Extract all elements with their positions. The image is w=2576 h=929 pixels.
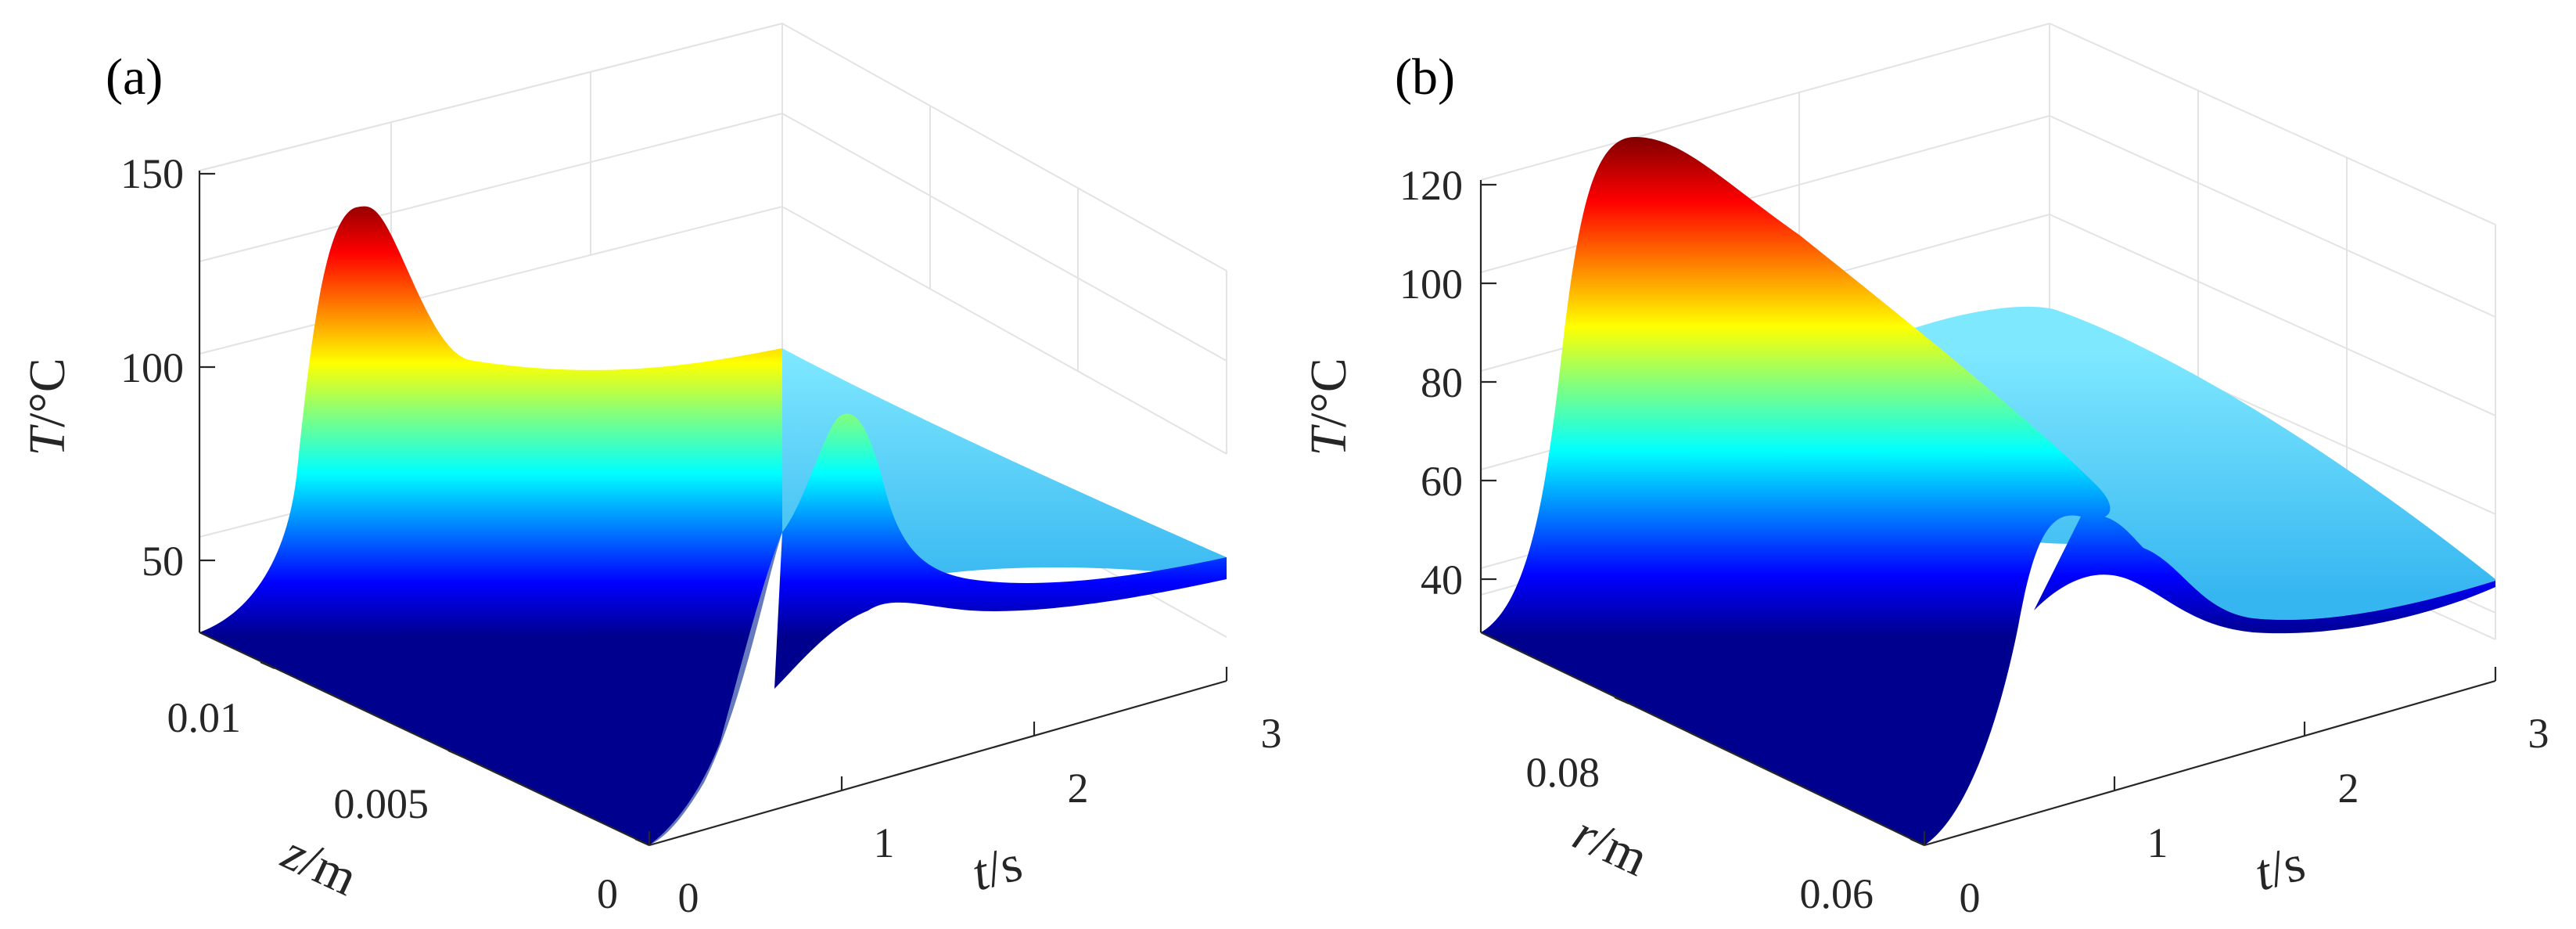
panel-b-surface-tail (2034, 515, 2495, 634)
panel-a-zlabel-unit: /°C (19, 358, 76, 427)
panel-a: (a) 150 100 50 0 1 2 3 0 0.005 0.01 T/°C… (19, 23, 1282, 921)
panel-a-ztick-100: 100 (120, 344, 184, 391)
panel-a-surface-side-ridge (774, 413, 1227, 689)
panel-a-ttick-1: 1 (874, 819, 895, 866)
panel-b-ztick-100: 100 (1399, 261, 1463, 308)
panel-a-labels: (a) 150 100 50 0 1 2 3 0 0.005 0.01 T/°C… (19, 49, 1282, 921)
panel-a-xtick-001: 0.01 (167, 694, 242, 741)
panel-b-axes (1479, 180, 2497, 847)
panel-a-surface-front-ridge (199, 206, 782, 845)
panel-b-ztick-120: 120 (1399, 162, 1463, 209)
panel-a-ttick-3: 3 (1261, 710, 1282, 757)
panel-b-ztick-40: 40 (1421, 556, 1463, 603)
panel-b-zlabel-var: T (1300, 424, 1357, 456)
panel-a-xlabel: z/m (274, 823, 366, 907)
panel-a-ztick-50: 50 (142, 538, 184, 585)
panel-b-ylabel: t/s (2249, 834, 2311, 902)
panel-b-surface-back (1901, 306, 2495, 620)
panel-a-zlabel-var: T (19, 424, 76, 456)
panel-b-xtick-006: 0.06 (1800, 870, 1874, 917)
panel-b-labels: (b) 120 100 80 60 40 0 1 2 3 0.06 0.08 T… (1300, 49, 2549, 921)
panel-b-ztick-60: 60 (1421, 458, 1463, 505)
panel-b-ztick-80: 80 (1421, 359, 1463, 406)
panel-b-ttick-0: 0 (1960, 874, 1981, 921)
panel-a-ztick-150: 150 (120, 150, 184, 197)
panel-a-ylabel: t/s (966, 834, 1028, 902)
panel-a-axes (198, 171, 1228, 847)
panel-b-zlabel: T/°C (1300, 358, 1357, 455)
panel-b-surface (1481, 137, 2495, 845)
panel-b-ttick-3: 3 (2528, 710, 2549, 757)
panel-b-ttick-2: 2 (2338, 765, 2359, 812)
panel-b-label: (b) (1395, 49, 1455, 106)
panel-b-xlabel: r/m (1565, 804, 1656, 887)
panel-b-surface-ridge (1481, 137, 2111, 845)
panel-a-xtick-0005: 0.005 (334, 780, 429, 827)
panel-a-label: (a) (106, 49, 163, 106)
panel-a-surface (199, 206, 1227, 845)
panel-a-ztick-x-0: 0 (597, 870, 618, 917)
panel-a-ttick-0: 0 (678, 874, 699, 921)
panel-b-ttick-1: 1 (2147, 819, 2168, 866)
panel-a-ttick-2: 2 (1068, 765, 1089, 812)
panel-b: (b) 120 100 80 60 40 0 1 2 3 0.06 0.08 T… (1300, 23, 2549, 921)
panel-a-zlabel: T/°C (19, 358, 76, 455)
panel-b-zlabel-unit: /°C (1300, 358, 1357, 427)
panel-b-xtick-008: 0.08 (1526, 749, 1601, 796)
